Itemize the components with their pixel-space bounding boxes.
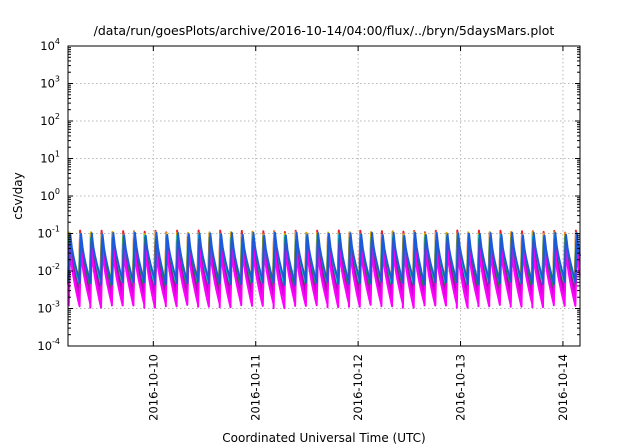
- x-tick-label: 2016-10-14: [556, 354, 570, 421]
- x-tick-label: 2016-10-11: [249, 354, 263, 421]
- y-tick-label: 10-4: [37, 337, 60, 353]
- y-tick-label: 100: [40, 187, 60, 203]
- series-line: [67, 231, 581, 286]
- y-tick-label: 103: [40, 75, 60, 91]
- y-tick-label: 102: [40, 112, 60, 128]
- x-tick-label: 2016-10-10: [146, 354, 160, 421]
- x-axis-ticks: 2016-10-10 2016-10-11 2016-10-12 2016-10-13…: [146, 46, 570, 421]
- y-tick-label: 10-1: [37, 225, 60, 241]
- x-axis-label: Coordinated Universal Time (UTC): [222, 431, 425, 445]
- y-tick-label: 101: [40, 150, 60, 166]
- y-tick-label: 10-3: [37, 300, 60, 316]
- series-line: [67, 247, 581, 310]
- x-tick-label: 2016-10-12: [351, 354, 365, 421]
- chart-title: /data/run/goesPlots/archive/2016-10-14/0…: [94, 23, 555, 38]
- y-tick-label: 104: [40, 37, 60, 53]
- y-axis-ticks: 10-4 10-3 10-2 10-1 100 101 102 103 104: [37, 37, 580, 353]
- y-axis-label: cSv/day: [11, 172, 25, 219]
- y-tick-label: 10-2: [37, 262, 60, 278]
- x-tick-label: 2016-10-13: [454, 354, 468, 421]
- series-group: [67, 229, 581, 310]
